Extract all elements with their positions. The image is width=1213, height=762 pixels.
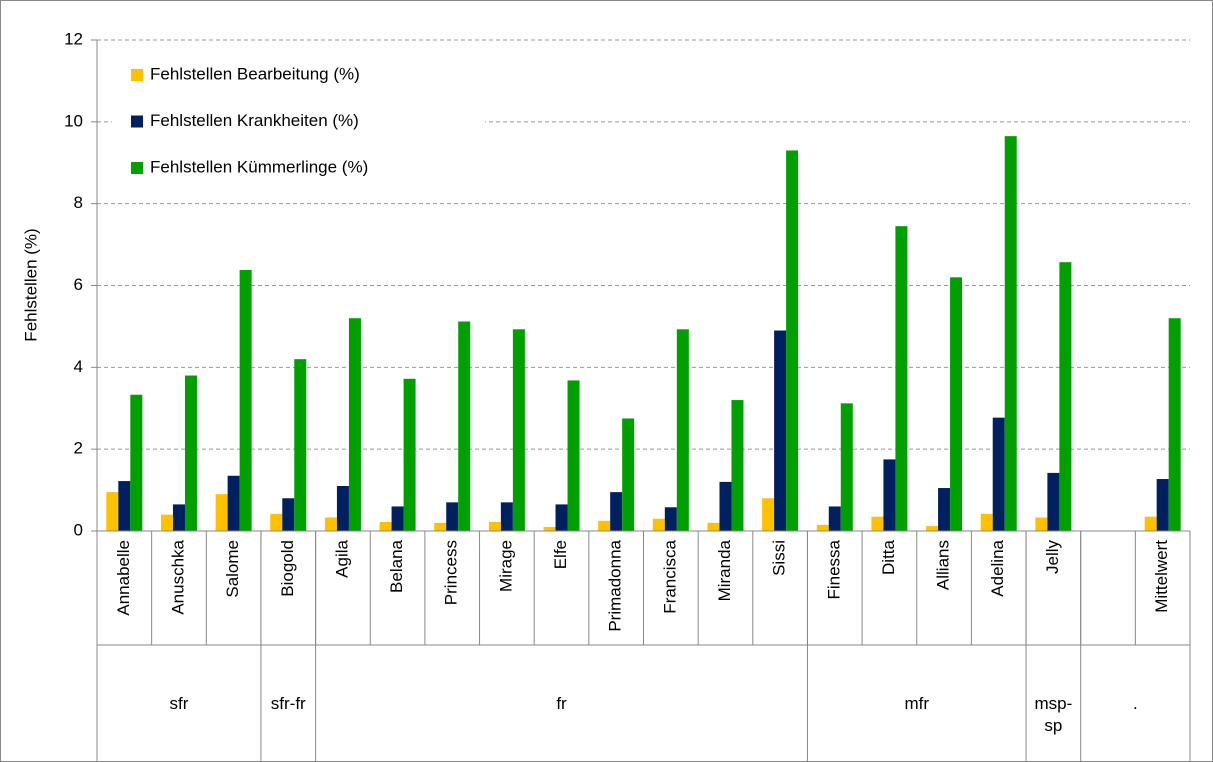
bar [895, 226, 908, 531]
bar [719, 481, 732, 531]
bar [160, 514, 173, 531]
bar [1047, 472, 1060, 531]
x-tick-label: Finessa [824, 539, 843, 599]
group-label: mfr [904, 694, 929, 713]
bar [1168, 318, 1181, 531]
y-tick-label: 4 [74, 357, 83, 376]
group-label: . [1132, 694, 1138, 713]
bar [980, 513, 993, 531]
legend-swatch [131, 69, 143, 81]
x-tick-label: Princess [442, 540, 461, 605]
bar [336, 485, 349, 531]
bar [992, 417, 1005, 531]
bar [227, 475, 240, 531]
bar [871, 516, 884, 531]
bar [1035, 517, 1048, 531]
bar [1156, 479, 1169, 531]
x-tick-label: Anuschka [168, 539, 187, 614]
bar [622, 418, 635, 531]
bar [774, 330, 787, 531]
x-tick-label: Sissi [770, 540, 789, 576]
bar [391, 506, 404, 531]
bar [786, 150, 799, 531]
bar [1059, 262, 1072, 531]
bar [543, 526, 556, 531]
bar [1004, 136, 1017, 531]
y-tick-label: 6 [74, 275, 83, 294]
legend-swatch [131, 115, 143, 128]
bar [950, 277, 963, 531]
bar [676, 329, 689, 531]
bar [106, 492, 119, 531]
x-tick-label: Adelina [988, 539, 1007, 596]
bar [598, 520, 611, 531]
legend-label: Fehlstellen Kümmerlinge (%) [150, 157, 368, 176]
y-tick-label: 2 [74, 439, 83, 458]
bar [282, 498, 295, 531]
bar [446, 502, 459, 531]
x-tick-label: Mittelwert [1152, 540, 1171, 613]
y-tick-label: 10 [64, 111, 83, 130]
bar [938, 488, 951, 531]
bar [816, 524, 829, 531]
bar [762, 498, 775, 531]
bar [324, 517, 337, 531]
legend-box [112, 55, 485, 187]
bar [403, 378, 416, 531]
bar [610, 492, 623, 531]
group-label: msp-sp [1034, 694, 1073, 735]
x-tick-label: Primadonna [606, 539, 625, 631]
bar [130, 394, 143, 531]
y-tick-label: 8 [74, 193, 83, 212]
x-tick-label: Allians [934, 540, 953, 590]
bar [434, 522, 447, 531]
bar [118, 481, 131, 531]
x-tick-label: Mirage [496, 540, 515, 592]
bar [707, 522, 720, 531]
x-tick-label: Biogold [278, 540, 297, 597]
bar [664, 507, 677, 531]
x-tick-label: Ditta [879, 539, 898, 575]
bar [1144, 516, 1157, 531]
bar [828, 506, 841, 531]
bar [270, 513, 283, 531]
bar [840, 403, 853, 531]
x-tick-label: Elfe [551, 540, 570, 569]
bar [731, 400, 744, 531]
bar [555, 504, 568, 531]
bar [488, 521, 501, 531]
legend-label: Fehlstellen Krankheiten (%) [150, 111, 359, 130]
legend-swatch [131, 162, 143, 174]
bar [184, 375, 197, 531]
bar [215, 494, 228, 531]
bar [567, 380, 580, 531]
x-tick-label: Annabelle [114, 540, 133, 616]
bar [458, 321, 471, 531]
x-tick-label: Miranda [715, 539, 734, 601]
bar [348, 318, 361, 531]
bar [172, 504, 185, 531]
bar [379, 521, 392, 531]
bar [512, 329, 525, 531]
bar [500, 502, 513, 531]
y-tick-label: 12 [64, 29, 83, 48]
y-axis-title: Fehlstellen (%) [21, 228, 40, 341]
legend-label: Fehlstellen Bearbeitung (%) [150, 64, 360, 83]
x-tick-label: Belana [387, 539, 406, 592]
group-label: sfr-fr [270, 694, 306, 713]
x-tick-label: Salome [223, 540, 242, 598]
bar [239, 269, 252, 531]
x-tick-label: Francisca [660, 539, 679, 613]
bar [883, 459, 896, 531]
x-tick-label: Jelly [1043, 540, 1062, 575]
group-label: sfr [169, 694, 189, 713]
bar [294, 359, 307, 531]
bar [926, 526, 939, 531]
group-label: fr [556, 694, 567, 713]
bar [652, 518, 665, 531]
y-tick-label: 0 [74, 520, 83, 539]
x-tick-label: Agila [332, 539, 351, 577]
